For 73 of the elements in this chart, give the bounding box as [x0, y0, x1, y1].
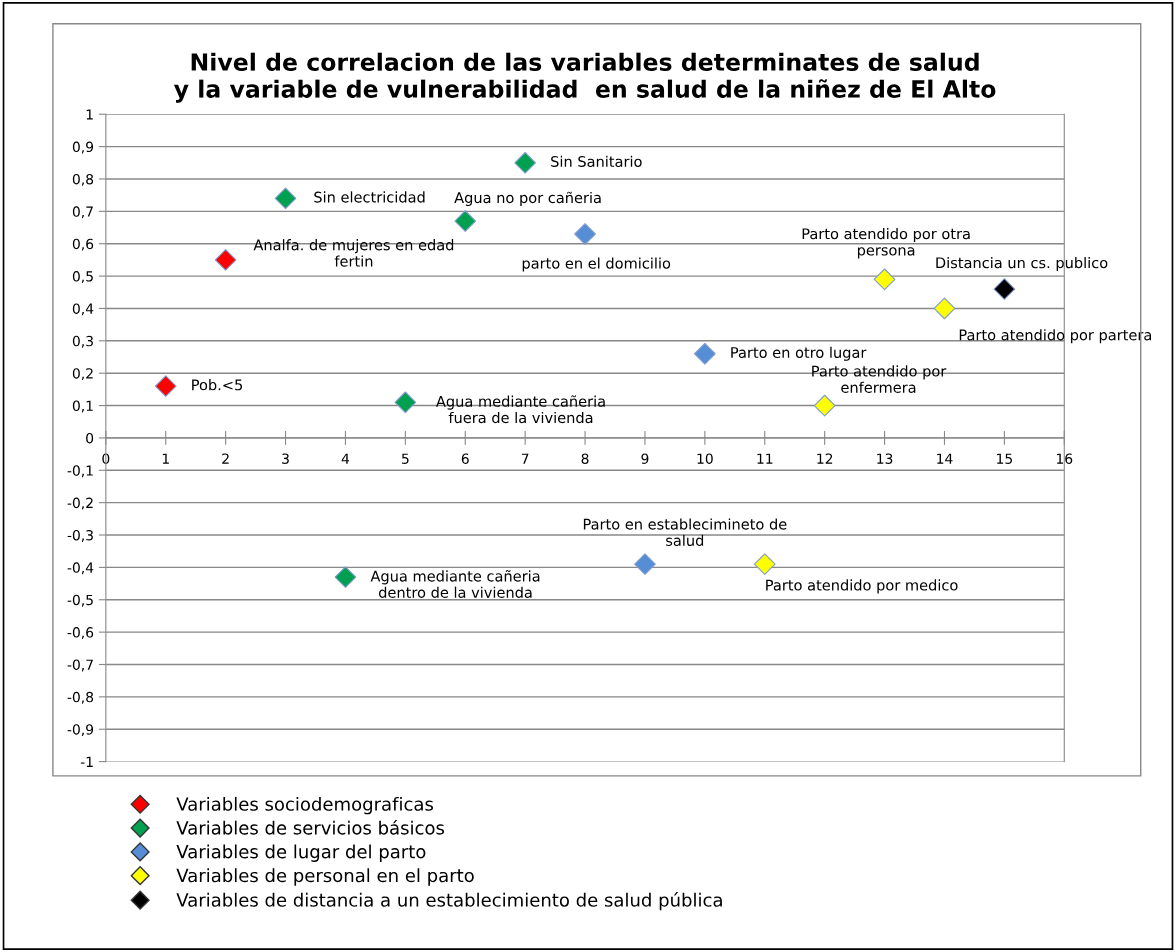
y-tick-label: 0,2	[72, 368, 93, 381]
x-tick-label: 6	[461, 453, 469, 464]
x-tick-label: 4	[341, 453, 350, 464]
point	[753, 553, 776, 576]
legend-label: Variables de personal en el parto	[176, 868, 474, 886]
x-tick-label: 2	[222, 453, 229, 464]
annotation: Parto en establecimineto de salud	[583, 518, 787, 546]
point	[214, 249, 237, 271]
y-tick-label: -0,9	[67, 724, 94, 737]
y-tick-label: 0,5	[72, 271, 93, 283]
point	[694, 342, 716, 365]
x-tick-label: 11	[757, 453, 773, 464]
legend-label: Variables sociodemograficas	[176, 796, 433, 815]
y-tick-label: 0,8	[72, 173, 94, 186]
point	[394, 391, 417, 414]
x-tick-label: 10	[697, 453, 713, 464]
point	[154, 375, 177, 397]
annotation: Parto atendido por enfermera	[812, 365, 947, 393]
point	[933, 297, 956, 320]
y-tick-label: 0,4	[72, 303, 94, 316]
x-tick-label: 5	[402, 453, 409, 464]
annotation: Distancia un cs. publico	[936, 256, 1108, 272]
y-tick-label: 0,7	[72, 206, 93, 219]
annotation: Analfa. de mujeres en edad fertin	[253, 239, 454, 267]
y-tick-label: 1	[86, 109, 93, 120]
annotation: Parto en otro lugar	[731, 346, 867, 361]
y-tick-label: -1	[80, 756, 93, 767]
y-tick-label: 0	[86, 432, 94, 444]
y-tick-label: 0,6	[72, 238, 94, 251]
annotation: Sin Sanitario	[551, 155, 642, 168]
x-tick-label: 14	[937, 453, 953, 464]
x-tick-label: 9	[641, 453, 649, 464]
point	[873, 268, 896, 291]
point	[274, 187, 297, 210]
point	[634, 553, 656, 576]
point	[993, 278, 1016, 300]
legend-label: Variables de distancia a un establecimiento de salud pública	[176, 892, 722, 911]
point	[574, 223, 596, 245]
annotation: Agua mediante cañeria fuera de la vivienda	[436, 395, 605, 424]
x-tick-label: 7	[521, 453, 529, 464]
point	[514, 151, 537, 174]
y-tick-label: 0,3	[72, 335, 93, 348]
chart-title: Nivel de correlacion de las variables determinates de salud y la variable de vulnerabilidad en salud de la niñez de El Alto	[173, 52, 996, 103]
annotation: Pob.<5	[192, 379, 243, 391]
point	[334, 566, 357, 588]
y-tick-label: -0,3	[67, 529, 93, 542]
y-tick-label: -0,2	[67, 497, 93, 510]
x-tick-label: 1	[162, 453, 169, 464]
y-tick-label: 0,1	[72, 400, 93, 413]
y-tick-label: -0,8	[67, 691, 94, 704]
annotation: Parto atendido por partera	[959, 329, 1151, 344]
y-tick-label: -0,5	[67, 594, 93, 607]
annotation: parto en el domicilio	[522, 257, 671, 272]
y-tick-label: -0,6	[67, 627, 94, 640]
point	[813, 394, 836, 417]
y-tick-label: -0,7	[67, 659, 93, 672]
x-tick-label: 0	[102, 453, 110, 464]
annotation: Parto atendido por medico	[766, 579, 958, 594]
x-tick-label: 16	[1056, 453, 1073, 464]
annotation: Agua mediante cañeria dentro de la vivienda	[370, 570, 540, 598]
x-tick-label: 15	[997, 453, 1012, 464]
annotation: Sin electricidad	[314, 191, 425, 203]
y-tick-label: 0,9	[72, 141, 94, 154]
legend-label: Variables de servicios básicos	[176, 819, 445, 835]
legend-label: Variables de lugar del parto	[176, 844, 426, 862]
x-tick-label: 8	[581, 453, 589, 464]
x-tick-label: 3	[282, 453, 289, 464]
annotation: Agua no por cañeria	[454, 191, 601, 207]
y-tick-label: -0,4	[67, 562, 94, 575]
y-tick-label: -0,1	[67, 465, 93, 478]
x-tick-label: 13	[877, 453, 893, 464]
point	[454, 210, 477, 232]
x-tick-label: 12	[817, 453, 833, 464]
